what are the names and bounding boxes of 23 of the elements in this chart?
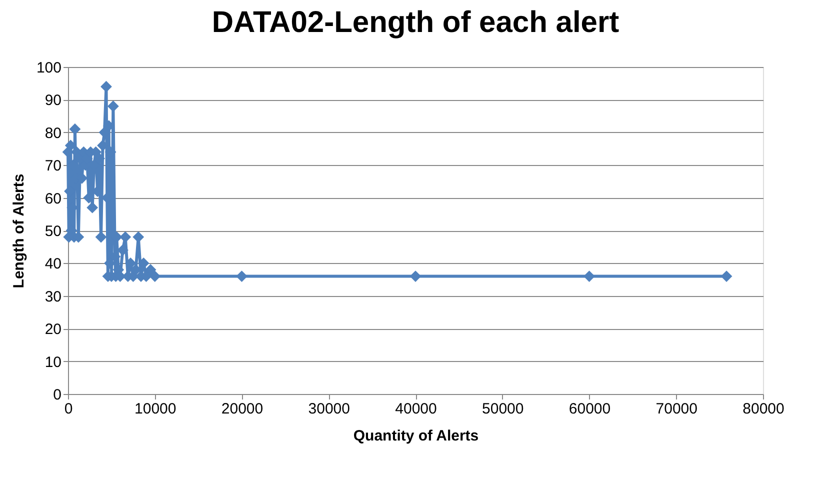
y-tick-label: 70	[44, 158, 62, 175]
y-tick-label: 80	[44, 124, 62, 142]
y-tick-label: 50	[44, 223, 62, 240]
x-tick-label: 60000	[568, 400, 611, 418]
x-tick-label: 10000	[134, 400, 176, 418]
y-tick-label: 60	[44, 190, 62, 208]
y-tick-label: 0	[53, 386, 62, 404]
y-tick-label: 90	[44, 92, 62, 110]
x-tick-label: 20000	[221, 400, 264, 418]
x-tick-label: 40000	[395, 400, 437, 418]
y-tick-label: 20	[44, 321, 62, 338]
x-tick-label: 70000	[656, 400, 698, 418]
x-tick-label: 0	[64, 400, 73, 418]
x-tick-label: 30000	[308, 400, 350, 418]
x-axis-title: Quantity of Alerts	[353, 428, 479, 444]
y-axis-title: Length of Alerts	[10, 174, 28, 288]
y-tick-label: 30	[44, 288, 62, 306]
y-tick-label: 10	[44, 354, 62, 371]
x-tick-label: 50000	[482, 400, 524, 418]
x-tick-label: 80000	[742, 400, 784, 418]
y-tick-label: 100	[36, 60, 62, 76]
y-tick-label: 40	[44, 256, 62, 273]
chart-title: DATA02-Length of each alert	[212, 6, 620, 39]
